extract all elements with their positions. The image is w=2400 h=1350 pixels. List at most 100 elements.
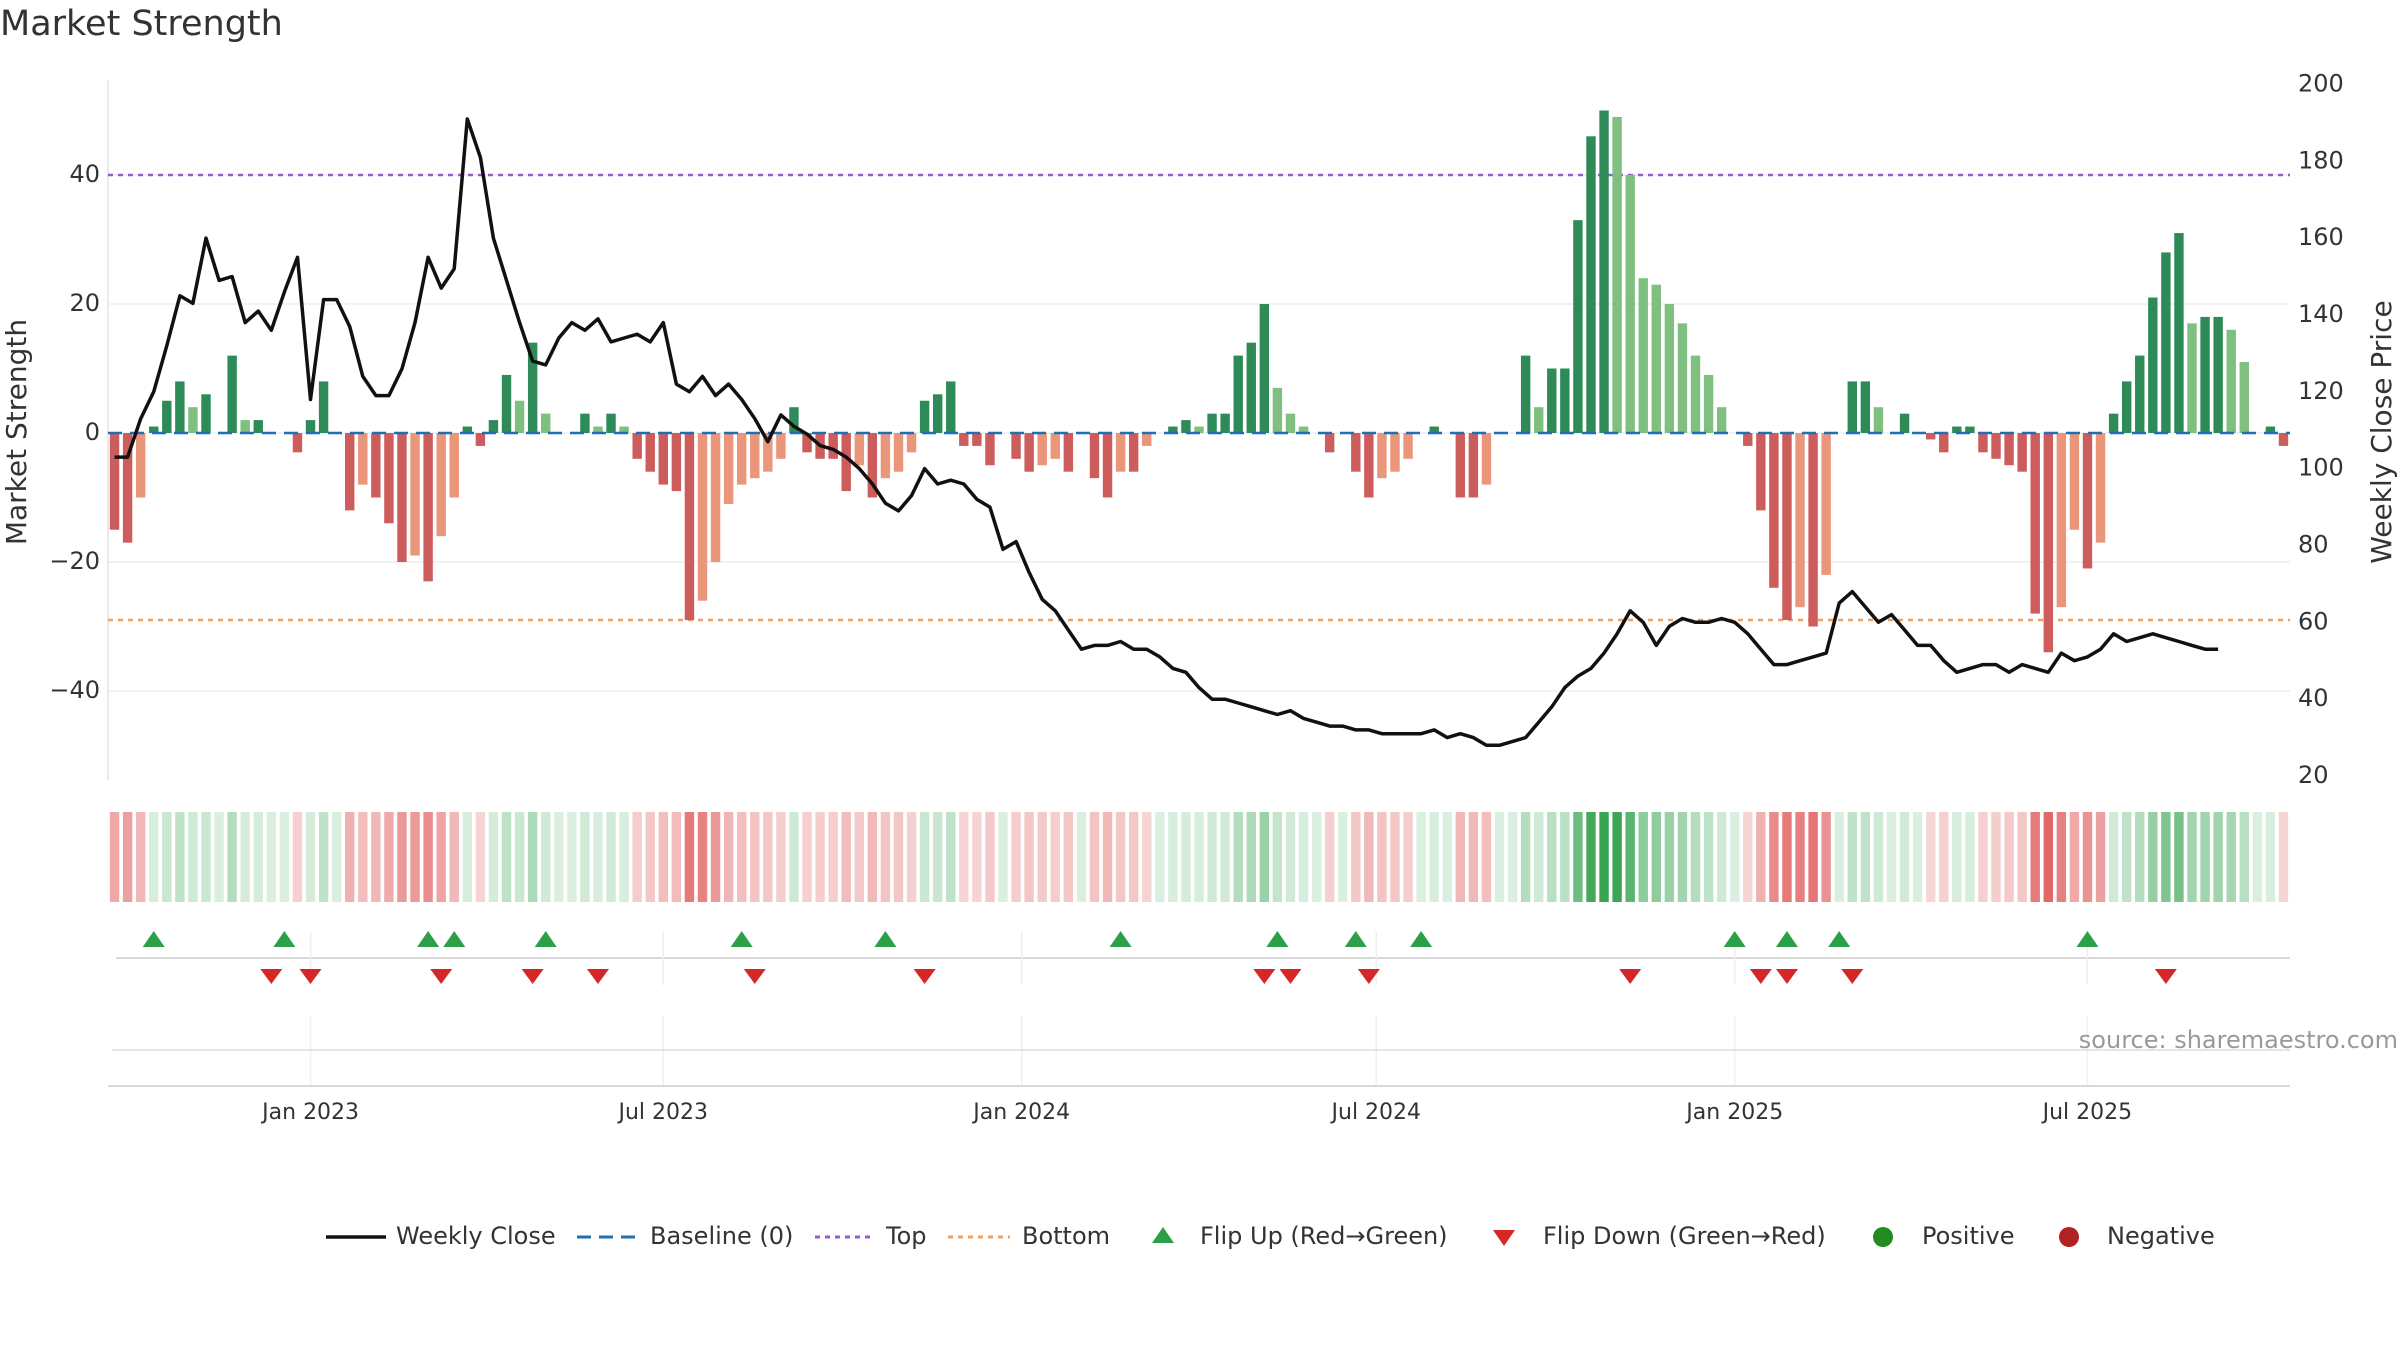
- flip-up-marker: [2076, 931, 2099, 947]
- heat-strip-cell: [723, 812, 734, 902]
- heat-strip-cell: [2108, 812, 2119, 902]
- heat-strip-cell: [763, 812, 773, 902]
- heat-strip-cell: [1651, 812, 1662, 902]
- heat-strip-cell: [1886, 812, 1897, 902]
- strength-bar: [1246, 342, 1256, 433]
- flip-up-marker: [730, 931, 753, 947]
- strength-bar: [318, 381, 329, 433]
- strength-bar: [2161, 252, 2171, 433]
- strength-bar: [397, 433, 407, 562]
- heat-strip-cell: [1782, 812, 1792, 902]
- strength-bar: [2082, 433, 2093, 569]
- heat-strip-cell: [1050, 812, 1060, 902]
- strength-bar: [919, 400, 930, 433]
- flip-up-marker: [417, 931, 440, 947]
- heat-strip-cell: [1638, 812, 1648, 902]
- strength-bar: [1364, 433, 1374, 498]
- heat-strip-cell: [1939, 812, 1949, 902]
- heat-strip-cell: [1795, 812, 1805, 902]
- heat-strip-cell: [135, 812, 146, 902]
- heat-strip-cell: [580, 812, 590, 902]
- strength-bar: [1939, 433, 1949, 453]
- legend-flip-up-label: Flip Up (Red→Green): [1200, 1222, 1448, 1250]
- strength-bar: [1756, 433, 1766, 511]
- legend-flip-up-icon: [1152, 1227, 1174, 1243]
- flip-down-marker: [260, 969, 283, 984]
- heat-strip-cell: [423, 812, 433, 902]
- strength-bar: [1651, 284, 1662, 433]
- strength-bar: [2030, 433, 2040, 614]
- y2-tick-label: 140: [2298, 300, 2344, 328]
- heat-strip-cell: [932, 812, 943, 902]
- strength-bar: [527, 342, 538, 433]
- strength-bar: [906, 433, 917, 453]
- heat-strip-cell: [815, 812, 825, 902]
- strength-bar: [1586, 136, 1596, 434]
- strength-bar: [985, 433, 995, 466]
- flip-down-marker: [1357, 969, 1380, 984]
- heat-strip-cell: [266, 812, 277, 902]
- heat-strip-cell: [1703, 812, 1714, 902]
- strength-bar: [2200, 316, 2210, 433]
- heat-strip-cell: [1128, 812, 1139, 902]
- x-tick-label: Jul 2023: [616, 1100, 708, 1125]
- heat-strip-cell: [1664, 812, 1675, 902]
- heat-strip-cell: [2213, 812, 2223, 902]
- strength-bar: [2226, 329, 2236, 433]
- strength-bar: [645, 433, 655, 472]
- heat-strip-cell: [1089, 812, 1100, 902]
- heat-strip-cell: [632, 812, 642, 902]
- heat-strip-cell: [841, 812, 851, 902]
- strength-bar: [1978, 433, 1988, 453]
- legend-top-label: Top: [885, 1222, 927, 1250]
- strength-bar: [723, 433, 734, 504]
- strength-bar: [2121, 381, 2132, 433]
- heat-strip-cell: [1912, 812, 1923, 902]
- flip-down-marker: [1253, 969, 1276, 984]
- y2-tick-label: 180: [2298, 146, 2344, 174]
- heat-strip-cell: [279, 812, 290, 902]
- heat-strip-cell: [710, 812, 721, 902]
- heat-strip-cell: [1547, 812, 1557, 902]
- strength-bar: [541, 413, 551, 433]
- heat-strip-cell: [1534, 812, 1544, 902]
- strength-bar: [697, 433, 708, 601]
- heat-strip-cell: [475, 812, 486, 902]
- strength-bar: [2239, 362, 2249, 433]
- strength-bar: [1324, 433, 1335, 453]
- legend-bottom-label: Bottom: [1022, 1222, 1110, 1250]
- strength-bar: [632, 433, 642, 459]
- flip-down-marker: [521, 969, 544, 984]
- y-tick-label: 40: [69, 160, 100, 188]
- legend-positive-icon: [1873, 1227, 1893, 1247]
- y2-tick-label: 200: [2298, 69, 2344, 97]
- heat-strip-cell: [1899, 812, 1910, 902]
- strength-bar: [1233, 355, 1243, 433]
- heat-strip-cell: [1769, 812, 1779, 902]
- y-tick-label: 0: [85, 418, 100, 446]
- strength-bar: [2043, 433, 2053, 653]
- heat-strip-cell: [175, 812, 185, 902]
- heat-strip-cell: [1377, 812, 1387, 902]
- strength-bar: [763, 433, 773, 472]
- heat-strip-cell: [2043, 812, 2053, 902]
- strength-bar: [1860, 381, 1871, 433]
- flip-up-marker: [1109, 931, 1132, 947]
- strength-bar: [1782, 433, 1792, 621]
- strength-bar: [658, 433, 669, 485]
- strength-bar: [1547, 368, 1557, 433]
- heat-strip-cell: [1481, 812, 1492, 902]
- strength-bar: [841, 433, 851, 492]
- strength-bar: [1560, 368, 1570, 433]
- strength-bar: [854, 433, 864, 466]
- strength-bar: [972, 433, 982, 446]
- heat-strip-cell: [462, 812, 473, 902]
- strength-bar: [1821, 433, 1831, 575]
- strength-bar: [932, 394, 943, 433]
- strength-bar: [253, 420, 263, 433]
- heat-strip-cell: [1181, 812, 1191, 902]
- heat-strip-cell: [1403, 812, 1413, 902]
- strength-bar: [2017, 433, 2027, 472]
- flip-down-marker: [913, 969, 936, 984]
- flip-up-marker: [1266, 931, 1289, 947]
